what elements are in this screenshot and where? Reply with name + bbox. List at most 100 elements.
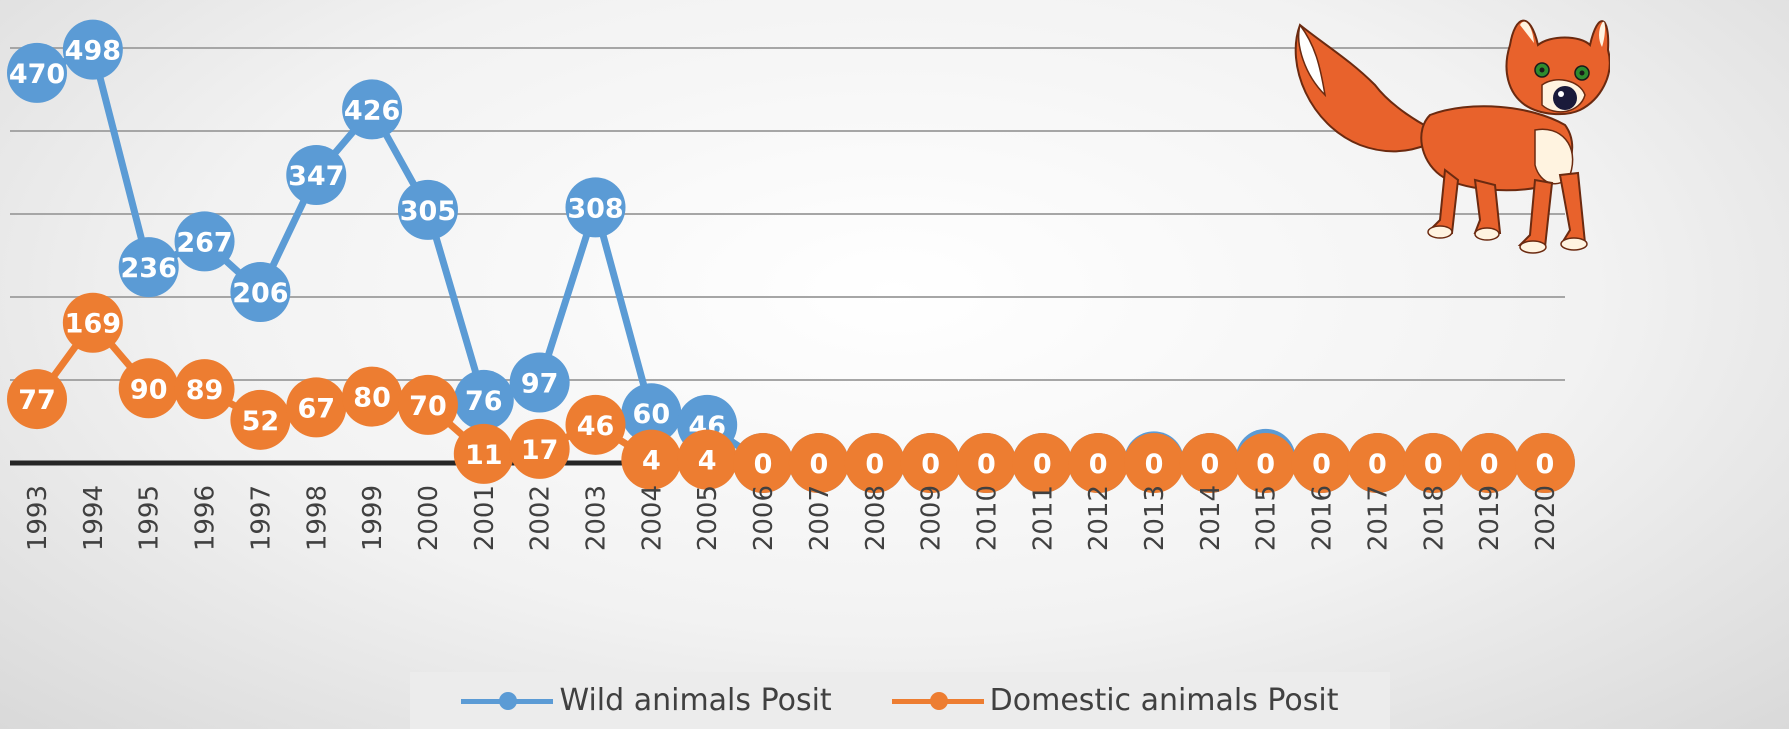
data-label: 169: [65, 309, 121, 340]
data-label: 97: [521, 368, 559, 399]
x-tick-label: 2006: [749, 485, 779, 551]
series-group: 4704982362672063474263057697308604600000…: [7, 19, 1575, 493]
data-point: [565, 177, 626, 238]
data-label: 308: [567, 193, 623, 224]
data-label: 0: [865, 449, 884, 480]
data-label: 0: [1368, 449, 1387, 480]
x-tick-label: 2010: [972, 485, 1002, 551]
x-tick-label: 2019: [1475, 485, 1505, 551]
data-label: 11: [465, 440, 503, 471]
data-label: 4: [642, 446, 661, 477]
legend-swatch-domestic: [891, 691, 984, 711]
x-tick-label: 2011: [1028, 485, 1058, 551]
data-point: [1068, 433, 1129, 493]
data-point: [1124, 433, 1184, 493]
data-point: [621, 429, 682, 490]
data-label: 0: [810, 449, 829, 480]
x-tick-label: 2013: [1140, 485, 1170, 551]
data-point: [1179, 433, 1240, 493]
data-label: 4: [698, 446, 717, 477]
x-tick-label: 2004: [637, 485, 667, 551]
data-point: [1514, 433, 1575, 493]
x-tick-label: 2020: [1531, 485, 1561, 551]
data-point: [509, 352, 570, 413]
data-point: [1403, 433, 1464, 493]
x-tick-label: 2009: [917, 485, 947, 551]
data-label: 0: [1033, 449, 1052, 480]
data-label: 347: [288, 161, 344, 192]
data-point: [174, 211, 235, 272]
data-label: 267: [176, 227, 232, 258]
data-point: [230, 389, 291, 450]
data-label: 77: [18, 385, 56, 416]
data-point: [174, 359, 235, 420]
data-label: 470: [9, 59, 65, 90]
data-point: [342, 79, 403, 140]
data-point: [453, 423, 514, 484]
data-point: [286, 144, 347, 205]
x-tick-label: 2008: [861, 485, 891, 551]
data-point: [900, 433, 961, 493]
fox-illustration: [1294, 19, 1610, 254]
x-tick-label: 2016: [1308, 485, 1338, 551]
data-label: 0: [1200, 449, 1219, 480]
data-label: 236: [121, 253, 177, 284]
x-tick-label: 2012: [1084, 485, 1114, 551]
data-label: 17: [521, 435, 559, 466]
x-tick-label: 1997: [246, 485, 276, 551]
data-point: [1291, 433, 1352, 493]
x-tick-label: 2018: [1419, 485, 1449, 551]
legend-entry-domestic: Domestic animals Posit: [891, 683, 1339, 718]
data-point: [62, 19, 123, 80]
x-tick-label: 1993: [23, 485, 53, 551]
data-label: 0: [977, 449, 996, 480]
data-point: [118, 358, 179, 419]
data-point: [286, 377, 347, 438]
series-domestic: 77 169 90 89 52 67 80 70 11 17 46 4 4 0 0 0 0 0 0 0 0 0 0 0 0 0 0 0: [7, 292, 1575, 493]
data-point: [1012, 433, 1073, 493]
x-tick-label: 1998: [302, 485, 332, 551]
x-tick-label: 2003: [582, 485, 612, 551]
data-point: [453, 369, 514, 430]
data-point: [509, 418, 570, 479]
legend-label-domestic: Domestic animals Posit: [989, 683, 1339, 718]
x-tick-label: 2005: [693, 485, 723, 551]
x-tick-label: 1996: [191, 485, 221, 551]
data-point: [621, 383, 682, 444]
data-label: 0: [1312, 449, 1331, 480]
data-label: 0: [1145, 449, 1164, 480]
x-tick-label: 1995: [135, 485, 165, 551]
data-label: 76: [465, 386, 503, 417]
x-tick-label: 2001: [470, 485, 500, 551]
data-point: [397, 374, 458, 435]
data-label: 70: [409, 391, 447, 422]
data-label: 89: [186, 375, 224, 406]
x-tick-label: 2002: [526, 485, 556, 551]
data-point: [677, 429, 738, 490]
legend-swatch-wild: [461, 691, 554, 711]
data-point: [1347, 433, 1408, 493]
data-point: [7, 369, 67, 430]
data-point: [118, 237, 179, 298]
line-chart: 4704982362672063474263057697308604600000…: [7, 19, 1575, 551]
data-label: 67: [297, 393, 335, 424]
data-point: [956, 433, 1017, 493]
legend-label-wild: Wild animals Posit: [559, 683, 832, 718]
legend: Wild animals Posit Domestic animals Posi…: [410, 672, 1390, 729]
x-tick-label: 2017: [1363, 485, 1393, 551]
x-tick-label: 2014: [1196, 485, 1226, 551]
data-label: 0: [1480, 449, 1499, 480]
data-label: 0: [1089, 449, 1108, 480]
data-point: [230, 262, 291, 323]
data-point: [7, 42, 67, 103]
data-label: 305: [400, 196, 456, 227]
data-label: 46: [577, 411, 615, 442]
data-label: 80: [353, 383, 391, 414]
data-label: 52: [242, 406, 280, 437]
data-label: 90: [130, 374, 168, 405]
data-point: [1235, 433, 1296, 493]
x-tick-label: 2015: [1252, 485, 1282, 551]
data-label: 498: [65, 36, 121, 67]
legend-entry-wild: Wild animals Posit: [461, 683, 832, 718]
data-label: 0: [1424, 449, 1443, 480]
